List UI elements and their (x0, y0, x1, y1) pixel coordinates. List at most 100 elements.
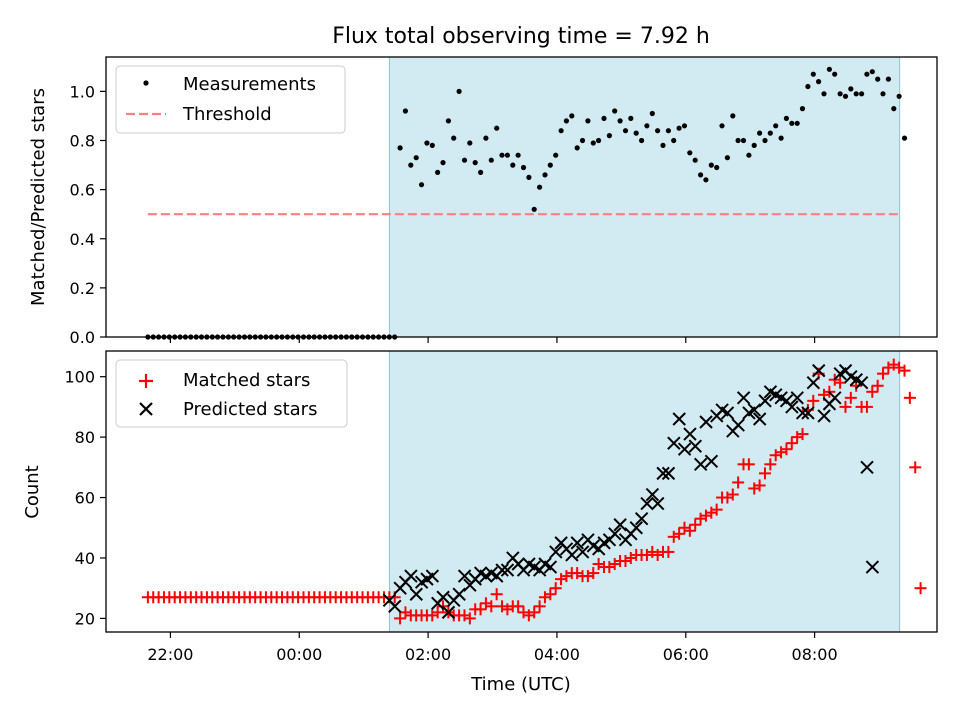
measurement-point (569, 113, 575, 119)
measurement-point (789, 120, 795, 126)
matched-star-point (587, 567, 600, 580)
measurement-point (724, 155, 731, 161)
measurement-point (579, 137, 586, 144)
predicted-star-point (500, 563, 515, 577)
matched-star-point (549, 582, 562, 595)
legend-matched-marker (139, 374, 153, 388)
measurement-point (649, 110, 655, 117)
bottom-y-axis-label: Count (22, 465, 43, 518)
predicted-star-point (693, 457, 708, 472)
predicted-star-point (565, 548, 579, 562)
bottom-y-ticks: 20 40 60 80 100 (64, 368, 106, 628)
measurement-point (735, 137, 741, 144)
y-tick-label: 1.0 (70, 82, 95, 101)
measurement-point (778, 135, 784, 141)
measurement-point (585, 118, 591, 124)
predicted-star-point (436, 590, 450, 604)
predicted-star-point (452, 587, 466, 601)
measurement-point (440, 160, 446, 166)
measurement-point (783, 115, 790, 121)
matched-star-point (533, 600, 546, 613)
measurement-point (698, 172, 704, 178)
measurement-point (896, 93, 902, 99)
matched-star-point (780, 443, 793, 456)
measurement-point (826, 66, 833, 72)
measurement-point (488, 157, 494, 163)
measurement-point (842, 93, 849, 99)
predicted-star-point (645, 487, 660, 502)
predicted-star-point (865, 560, 880, 574)
measurement-point (504, 152, 510, 158)
x-tick-label: 06:00 (663, 645, 709, 664)
x-tick-label: 04:00 (534, 645, 580, 664)
measurement-point (483, 135, 489, 141)
measurement-point (445, 118, 451, 124)
matched-star-point (710, 503, 723, 516)
predicted-star-point (806, 376, 821, 390)
top-panel: 0.0 0.2 0.4 0.6 0.8 1.0 Matched/Predicted sta… (28, 56, 938, 347)
measurement-point (435, 169, 441, 175)
measurement-point (644, 123, 650, 129)
predicted-star-point (704, 454, 719, 468)
measurement-point (408, 162, 414, 168)
matched-star-point (807, 394, 820, 407)
predicted-star-point (752, 412, 767, 426)
matched-star-point (662, 545, 675, 558)
measurement-point (762, 137, 768, 144)
measurement-point (424, 140, 430, 146)
measurement-point (601, 115, 607, 121)
measurement-point (456, 88, 462, 94)
measurement-point (628, 115, 634, 121)
matched-star-point (839, 400, 852, 413)
matched-star-point (877, 367, 890, 380)
measurement-point (730, 113, 736, 119)
predicted-star-point (736, 391, 751, 405)
y-tick-label: 100 (64, 368, 95, 387)
predicted-star-point (854, 376, 869, 390)
predicted-star-point (828, 391, 842, 405)
measurement-point (714, 164, 720, 171)
legend-measurements-marker (143, 80, 149, 86)
measurement-point (703, 177, 709, 183)
x-tick-label: 22:00 (147, 645, 193, 664)
predicted-star-point (640, 496, 654, 511)
predicted-star-point (661, 466, 676, 481)
y-tick-label: 80 (75, 428, 95, 447)
x-tick-label: 02:00 (405, 645, 451, 664)
measurement-point (832, 71, 838, 77)
measurement-point (821, 91, 827, 97)
legend-matched-label: Matched stars (183, 370, 310, 391)
bottom-panel: 20 40 60 80 100 22:00 00:00 02:00 04:00 06:00 08:… (22, 350, 938, 695)
top-axes-frame (105, 56, 938, 338)
measurement-point (773, 123, 779, 129)
measurement-point (751, 142, 757, 148)
measurement-point (864, 71, 870, 77)
measurement-point (606, 133, 613, 139)
top-observing-window (388, 57, 901, 337)
matched-star-point (742, 458, 755, 471)
measurement-point (848, 86, 854, 92)
matched-star-point (796, 428, 809, 441)
matched-star-point (753, 479, 766, 492)
matched-star-point (683, 524, 696, 537)
matched-star-point (871, 379, 884, 392)
measurement-point (859, 91, 865, 97)
bottom-axes-frame (105, 350, 938, 633)
predicted-star-point (672, 412, 686, 426)
predicted-star-point (608, 527, 622, 541)
predicted-star-point (683, 427, 697, 441)
matched-star-point (485, 600, 498, 613)
measurement-point (891, 106, 897, 112)
matched-star-point (785, 437, 798, 450)
measurement-point (429, 142, 435, 148)
y-tick-label: 0.2 (70, 279, 95, 298)
measurement-point (612, 108, 618, 114)
measurement-point (515, 152, 521, 158)
chart-title: Flux total observing time = 7.92 h (332, 24, 710, 49)
measurement-point (799, 106, 806, 112)
measurement-point (805, 83, 811, 90)
predicted-star-point (543, 560, 558, 574)
observing-window-band (389, 351, 900, 632)
predicted-star-point (790, 391, 804, 405)
